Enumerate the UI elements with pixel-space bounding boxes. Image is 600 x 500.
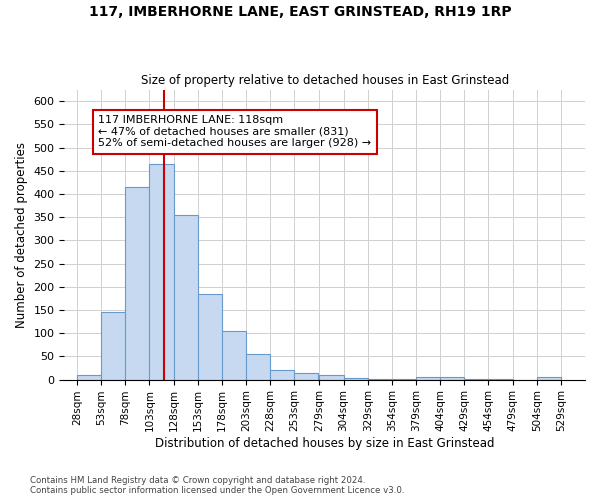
Bar: [222, 331, 246, 380]
Bar: [537, 378, 561, 380]
Bar: [392, 378, 416, 380]
Bar: [197, 294, 222, 380]
Bar: [464, 378, 488, 380]
Bar: [440, 378, 464, 380]
Bar: [246, 354, 270, 380]
Bar: [368, 378, 392, 380]
Bar: [125, 187, 149, 380]
Title: Size of property relative to detached houses in East Grinstead: Size of property relative to detached ho…: [140, 74, 509, 87]
X-axis label: Distribution of detached houses by size in East Grinstead: Distribution of detached houses by size …: [155, 437, 494, 450]
Y-axis label: Number of detached properties: Number of detached properties: [15, 142, 28, 328]
Bar: [77, 375, 101, 380]
Bar: [344, 378, 368, 380]
Text: 117 IMBERHORNE LANE: 118sqm
← 47% of detached houses are smaller (831)
52% of se: 117 IMBERHORNE LANE: 118sqm ← 47% of det…: [98, 115, 371, 148]
Text: 117, IMBERHORNE LANE, EAST GRINSTEAD, RH19 1RP: 117, IMBERHORNE LANE, EAST GRINSTEAD, RH…: [89, 5, 511, 19]
Bar: [270, 370, 294, 380]
Bar: [416, 378, 440, 380]
Bar: [319, 375, 344, 380]
Bar: [101, 312, 125, 380]
Bar: [173, 215, 197, 380]
Bar: [149, 164, 173, 380]
Text: Contains HM Land Registry data © Crown copyright and database right 2024.
Contai: Contains HM Land Registry data © Crown c…: [30, 476, 404, 495]
Bar: [294, 372, 319, 380]
